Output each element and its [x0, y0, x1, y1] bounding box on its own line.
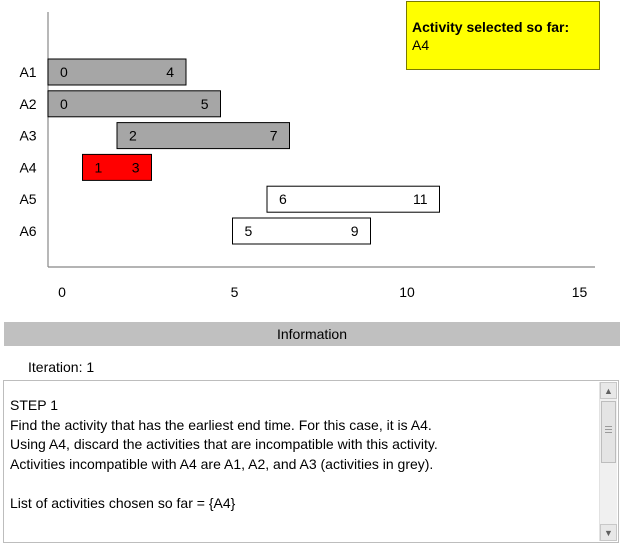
activity-bar-a3 [116, 122, 290, 150]
activity-start-label: 1 [95, 159, 103, 175]
activity-start-label: 2 [129, 128, 137, 144]
iteration-label: Iteration: 1 [28, 359, 95, 375]
scroll-up-button[interactable]: ▲ [600, 382, 617, 399]
x-tick-label: 0 [58, 284, 66, 300]
scroll-thumb[interactable] [601, 401, 616, 463]
activity-label: A4 [19, 159, 36, 175]
activity-label: A5 [19, 191, 36, 207]
activity-end-label: 3 [132, 159, 140, 175]
activity-end-label: 4 [166, 64, 174, 80]
activity-start-label: 6 [279, 191, 287, 207]
activity-label: A1 [19, 64, 36, 80]
step-description-textbox[interactable]: STEP 1 Find the activity that has the ea… [3, 380, 619, 543]
activity-end-label: 5 [201, 96, 209, 112]
x-tick-label: 5 [231, 284, 239, 300]
activity-label: A3 [19, 128, 36, 144]
activity-chart: 0 5 10 15 A1 0 4 A2 0 5 A3 2 7 A4 1 3 A5 6 11 A6 5 9 [19, 12, 595, 300]
vertical-scrollbar[interactable]: ▲ ▼ [599, 382, 617, 541]
activity-bar-a4 [82, 153, 152, 181]
scroll-down-button[interactable]: ▼ [600, 524, 617, 541]
x-tick-label: 15 [572, 284, 588, 300]
activity-start-label: 0 [60, 96, 68, 112]
activity-bar-a6 [232, 217, 371, 245]
gantt-chart-svg: 0 5 10 15 A1 0 4 A2 0 5 A3 2 7 A4 1 3 A5 6 11 A6 5 9 [19, 12, 595, 300]
step-description-text: STEP 1 Find the activity that has the ea… [10, 397, 438, 511]
selected-activities-title: Activity selected so far: [412, 19, 570, 35]
activity-end-label: 7 [270, 128, 278, 144]
activity-start-label: 0 [60, 64, 68, 80]
activity-label: A2 [19, 96, 36, 112]
activity-bar-a5 [266, 185, 440, 213]
grip-icon [605, 426, 612, 435]
activity-bar-a1 [47, 58, 187, 86]
activity-start-label: 5 [245, 223, 253, 239]
activity-label: A6 [19, 223, 36, 239]
triangle-up-icon: ▲ [604, 386, 613, 396]
x-tick-label: 10 [399, 284, 415, 300]
activity-end-label: 11 [413, 191, 428, 207]
selected-activities-panel: Activity selected so far: A4 [406, 1, 600, 70]
activity-bar-a2 [47, 90, 221, 118]
selected-activities-value: A4 [412, 37, 430, 53]
activity-end-label: 9 [351, 223, 359, 239]
triangle-down-icon: ▼ [604, 528, 613, 538]
information-header: Information [4, 322, 620, 346]
